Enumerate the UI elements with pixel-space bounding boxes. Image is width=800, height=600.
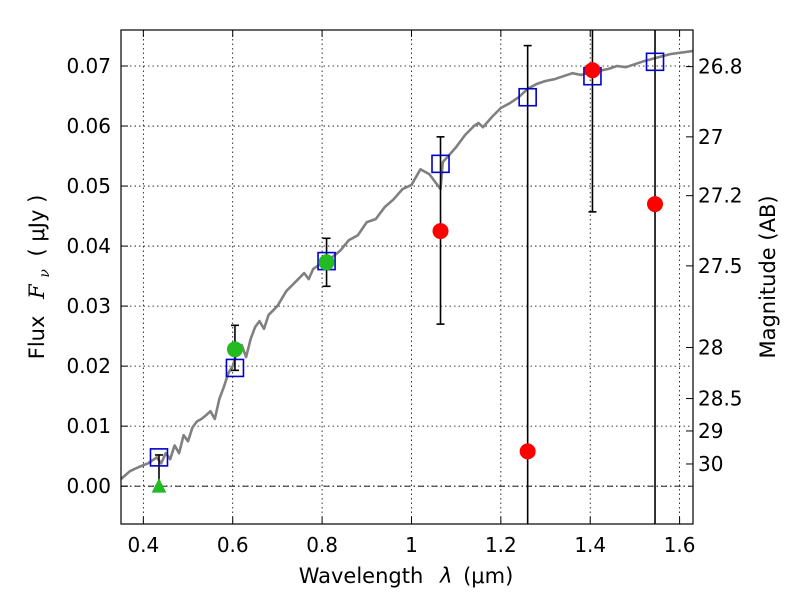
model-photometry-square — [149, 448, 169, 467]
y2-tick-label: 30 — [698, 452, 723, 476]
error-bars-group — [154, 30, 656, 524]
x-tick-label: 1 — [405, 533, 418, 557]
y2-tick-label: 27.2 — [698, 184, 743, 208]
y-axis-title: Flux F ν ( μJy ) — [25, 195, 54, 360]
measurement-point — [432, 223, 449, 240]
y-tick-label: 0.03 — [66, 294, 111, 318]
x-tick-label: 0.4 — [127, 533, 159, 557]
y-tick-label: 0.01 — [66, 414, 111, 438]
y-axis-title-text: Flux — [25, 316, 49, 360]
y-axis-title-subscript: ν — [37, 269, 53, 278]
measurement-point — [584, 62, 601, 79]
model-photometry-square — [518, 87, 537, 107]
model-photometry-square — [225, 358, 245, 378]
y2-tick-label: 27 — [698, 125, 723, 149]
grid — [121, 30, 693, 524]
x-tick-label: 1.6 — [664, 533, 696, 557]
ticks-group — [121, 30, 693, 524]
y-tick-label: 0.02 — [66, 354, 111, 378]
y-tick-label: 0.00 — [66, 474, 111, 498]
y2-tick-label: 29 — [698, 419, 723, 443]
model-sed-group — [120, 49, 694, 480]
measurement-point — [647, 196, 664, 213]
y-tick-label: 0.05 — [66, 174, 111, 198]
y2-tick-label: 28 — [698, 336, 723, 360]
detection-point — [318, 254, 335, 271]
y2-tick-label: 26.8 — [698, 55, 743, 79]
y-axis-title-symbol: F — [25, 283, 49, 300]
y2-tick-label: 27.5 — [698, 254, 743, 278]
y2-tick-label: 28.5 — [698, 387, 743, 411]
y-tick-label: 0.06 — [66, 114, 111, 138]
x-axis-title-unit: (μm) — [463, 564, 513, 588]
x-axis-title-symbol: λ — [439, 564, 452, 588]
markers-group — [149, 52, 665, 493]
x-axis-title-text: Wavelength — [299, 564, 424, 588]
y-tick-label: 0.07 — [66, 54, 111, 78]
y-tick-label: 0.04 — [66, 234, 111, 258]
measurement-point — [519, 443, 536, 460]
x-tick-label: 1.2 — [485, 533, 517, 557]
x-tick-label: 0.8 — [306, 533, 338, 557]
upper-limit-triangle — [151, 478, 167, 493]
detection-point — [226, 341, 243, 358]
y2-axis-title: Magnitude (AB) — [756, 195, 780, 358]
x-tick-label: 1.4 — [574, 533, 606, 557]
model-photometry-square — [645, 52, 665, 72]
x-tick-label: 0.6 — [217, 533, 249, 557]
x-axis-title: Wavelength λ (μm) — [299, 564, 514, 588]
tick-labels-group: 0.4 0.6 0.8 1 1.2 1.4 1.6 0.00 0.01 0.02 0.03 0.04 0… — [66, 54, 742, 557]
y-axis-title-unit: ( μJy ) — [25, 195, 49, 257]
plot-frame — [120, 29, 694, 525]
model-sed-line — [120, 49, 694, 480]
model-photometry-square — [431, 154, 450, 174]
